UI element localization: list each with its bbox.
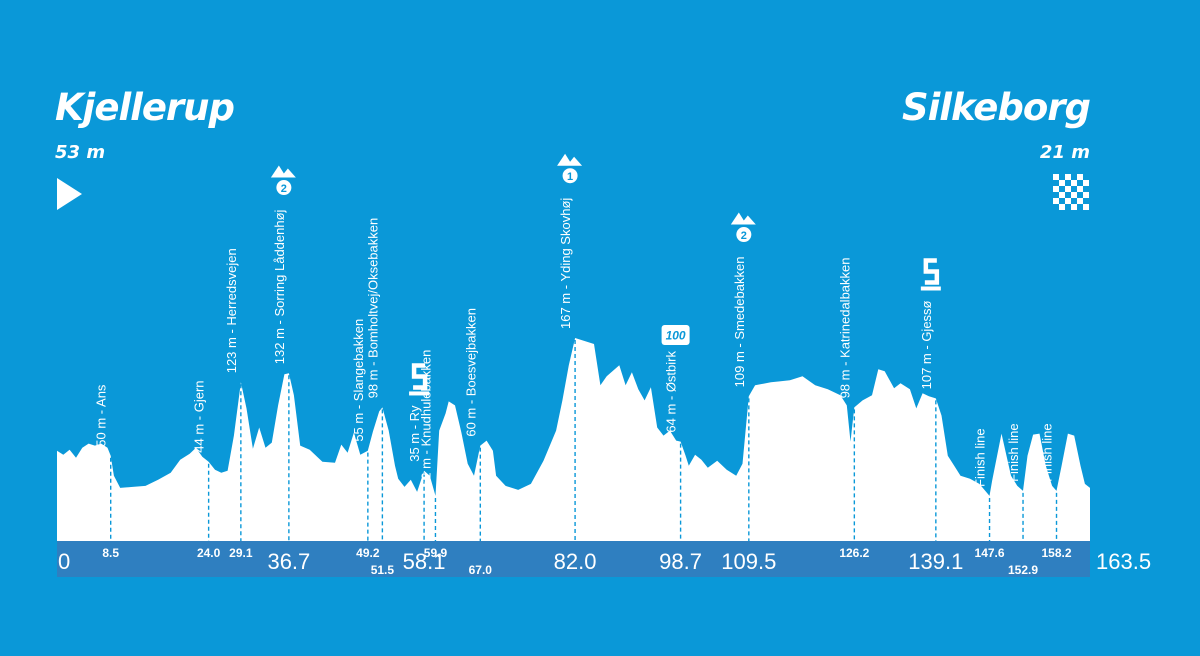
axis-tick-major: 98.7 <box>659 549 702 574</box>
mountain-category-2-icon: 2 <box>270 165 296 196</box>
climb-label: 62 m - Knudhulebakken <box>418 350 433 487</box>
climb-label: 167 m - Yding Skovhøj <box>558 198 573 329</box>
svg-text:2: 2 <box>281 183 287 195</box>
start-triangle-icon <box>57 178 82 210</box>
axis-tick-major: 0 <box>58 549 70 574</box>
climb-label: 35 m - Ry <box>407 405 422 462</box>
finish-city: Silkeborg <box>901 86 1091 129</box>
finish-altitude: 21 m <box>1039 142 1090 163</box>
mountain-category-2-icon: 2 <box>730 212 756 243</box>
climb-label: 50 m - Ans <box>94 384 109 447</box>
axis-bar <box>57 541 1090 577</box>
bonus-100-icon: 100 <box>661 324 690 345</box>
axis-tick-major: 163.5 <box>1096 549 1151 574</box>
mountain-category-1-icon: 1 <box>557 153 583 184</box>
sprint-icon <box>920 258 941 291</box>
climb-label: 132 m - Sorring Låddenhøj <box>272 209 287 364</box>
axis-tick-major: 58.1 <box>403 549 446 574</box>
climb-label: Finish line <box>1006 423 1021 482</box>
svg-text:1: 1 <box>567 171 573 183</box>
start-altitude: 53 m <box>55 142 106 163</box>
axis-tick-minor: 59.9 <box>424 546 448 560</box>
climb-label: 98 m - Katrinedalbakken <box>837 257 852 398</box>
climb-label: 109 m - Smedebakken <box>732 257 747 388</box>
svg-text:100: 100 <box>666 328 686 342</box>
axis-tick-minor: 152.9 <box>1008 563 1038 577</box>
axis-tick-major: 36.7 <box>267 549 310 574</box>
climb-label: 64 m - Østbirk <box>664 350 679 432</box>
axis-tick-major: 82.0 <box>554 549 597 574</box>
axis-tick-major: 139.1 <box>908 549 963 574</box>
climb-label: 44 m - Gjern <box>192 380 207 452</box>
climb-label: Finish line <box>973 428 988 487</box>
axis-tick-minor: 67.0 <box>469 563 493 577</box>
axis-tick-minor: 147.6 <box>975 546 1005 560</box>
climb-label: 98 m - Bomholtvej/Oksebakken <box>365 218 380 399</box>
climb-label: 107 m - Gjessø <box>919 300 934 389</box>
climb-label: 55 m - Slangebakken <box>351 319 366 442</box>
sprint-icon <box>409 363 430 396</box>
axis-tick-minor: 24.0 <box>197 546 221 560</box>
axis-tick-minor: 8.5 <box>102 546 119 560</box>
checkered-flag-icon <box>1053 174 1089 210</box>
axis-tick-minor: 51.5 <box>371 563 395 577</box>
axis-tick-major: 109.5 <box>721 549 776 574</box>
start-city: Kjellerup <box>55 86 235 129</box>
elevation-profile-area <box>57 338 1090 541</box>
axis-tick-minor: 49.2 <box>356 546 380 560</box>
axis-tick-minor: 126.2 <box>839 546 869 560</box>
climb-label: Finish line <box>1040 423 1055 482</box>
svg-text:2: 2 <box>741 230 747 242</box>
climb-label: 123 m - Herredsvejen <box>224 248 239 373</box>
climb-label: 60 m - Boesvejbakken <box>463 308 478 437</box>
axis-tick-minor: 158.2 <box>1041 546 1071 560</box>
axis-tick-minor: 29.1 <box>229 546 253 560</box>
